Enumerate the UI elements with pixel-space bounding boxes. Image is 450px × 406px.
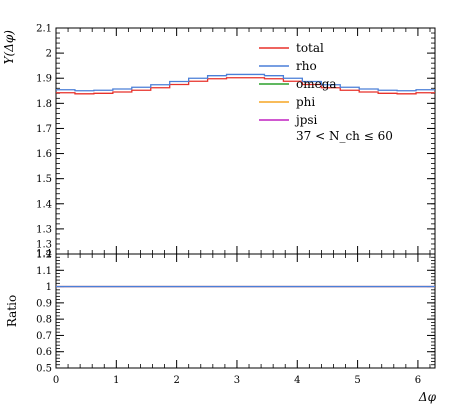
lower-y-tick-label: 0.8 [36, 315, 52, 326]
x-tick-label: 6 [415, 375, 421, 386]
legend-label-jpsi: jpsi [294, 113, 318, 127]
lower-y-ticks: 0.5 0.6 0.7 0.8 0.9 1 1.1 1.21.41.3 [36, 240, 435, 375]
lower-y-tick-label: 0.5 [36, 364, 52, 375]
lower-y-axis-title: Ratio [5, 295, 19, 327]
upper-y-tick-label: 1.5 [36, 174, 52, 185]
series-line-total [56, 77, 435, 95]
lower-y-tick-label: 1.2 [36, 250, 52, 261]
x-axis-title: Δφ [418, 390, 437, 404]
x-tick-label: 1 [113, 375, 119, 386]
legend-label-phi: phi [296, 95, 315, 109]
upper-y-tick-label: 1.7 [36, 124, 52, 135]
lower-plot-frame [55, 253, 436, 369]
legend-label-total: total [296, 41, 324, 55]
x-tick-label: 5 [354, 375, 360, 386]
upper-y-tick-label: 1.6 [36, 149, 52, 160]
x-tick-label: 4 [294, 375, 300, 386]
legend-label-omega: omega [296, 77, 337, 91]
lower-y-tick-label: 1.1 [36, 266, 52, 277]
upper-y-tick-label: 1.3 [36, 224, 52, 235]
lower-y-tick-label-extra: 1.3 [36, 240, 52, 251]
annotation-text: 37 < N_ch ≤ 60 [296, 129, 393, 143]
lower-y-tick-label: 0.9 [36, 298, 52, 309]
x-tick-label: 3 [234, 375, 240, 386]
upper-y-axis-title: Y(Δφ) [2, 30, 16, 65]
lower-y-tick-label-extra: 1.4 [36, 249, 52, 260]
lower-y-tick-label: 0.7 [36, 331, 52, 342]
lower-y-tick-label: 0.6 [36, 347, 52, 358]
x-ticks: 0 1 2 3 4 5 6 [53, 28, 431, 386]
upper-series [56, 73, 435, 95]
legend: total rho omega phi jpsi [259, 41, 337, 127]
upper-y-tick-label: 1.4 [36, 199, 52, 210]
upper-y-tick-label: 2.1 [36, 24, 52, 35]
x-tick-label: 0 [53, 375, 59, 386]
upper-y-tick-label: 1.8 [36, 99, 52, 110]
upper-y-tick-label: 1.9 [36, 74, 52, 85]
lower-y-tick-label: 1 [46, 282, 52, 293]
x-tick-label: 2 [173, 375, 179, 386]
series-line-rho [56, 73, 435, 92]
legend-label-rho: rho [296, 59, 317, 73]
upper-y-tick-label: 2 [46, 49, 52, 60]
